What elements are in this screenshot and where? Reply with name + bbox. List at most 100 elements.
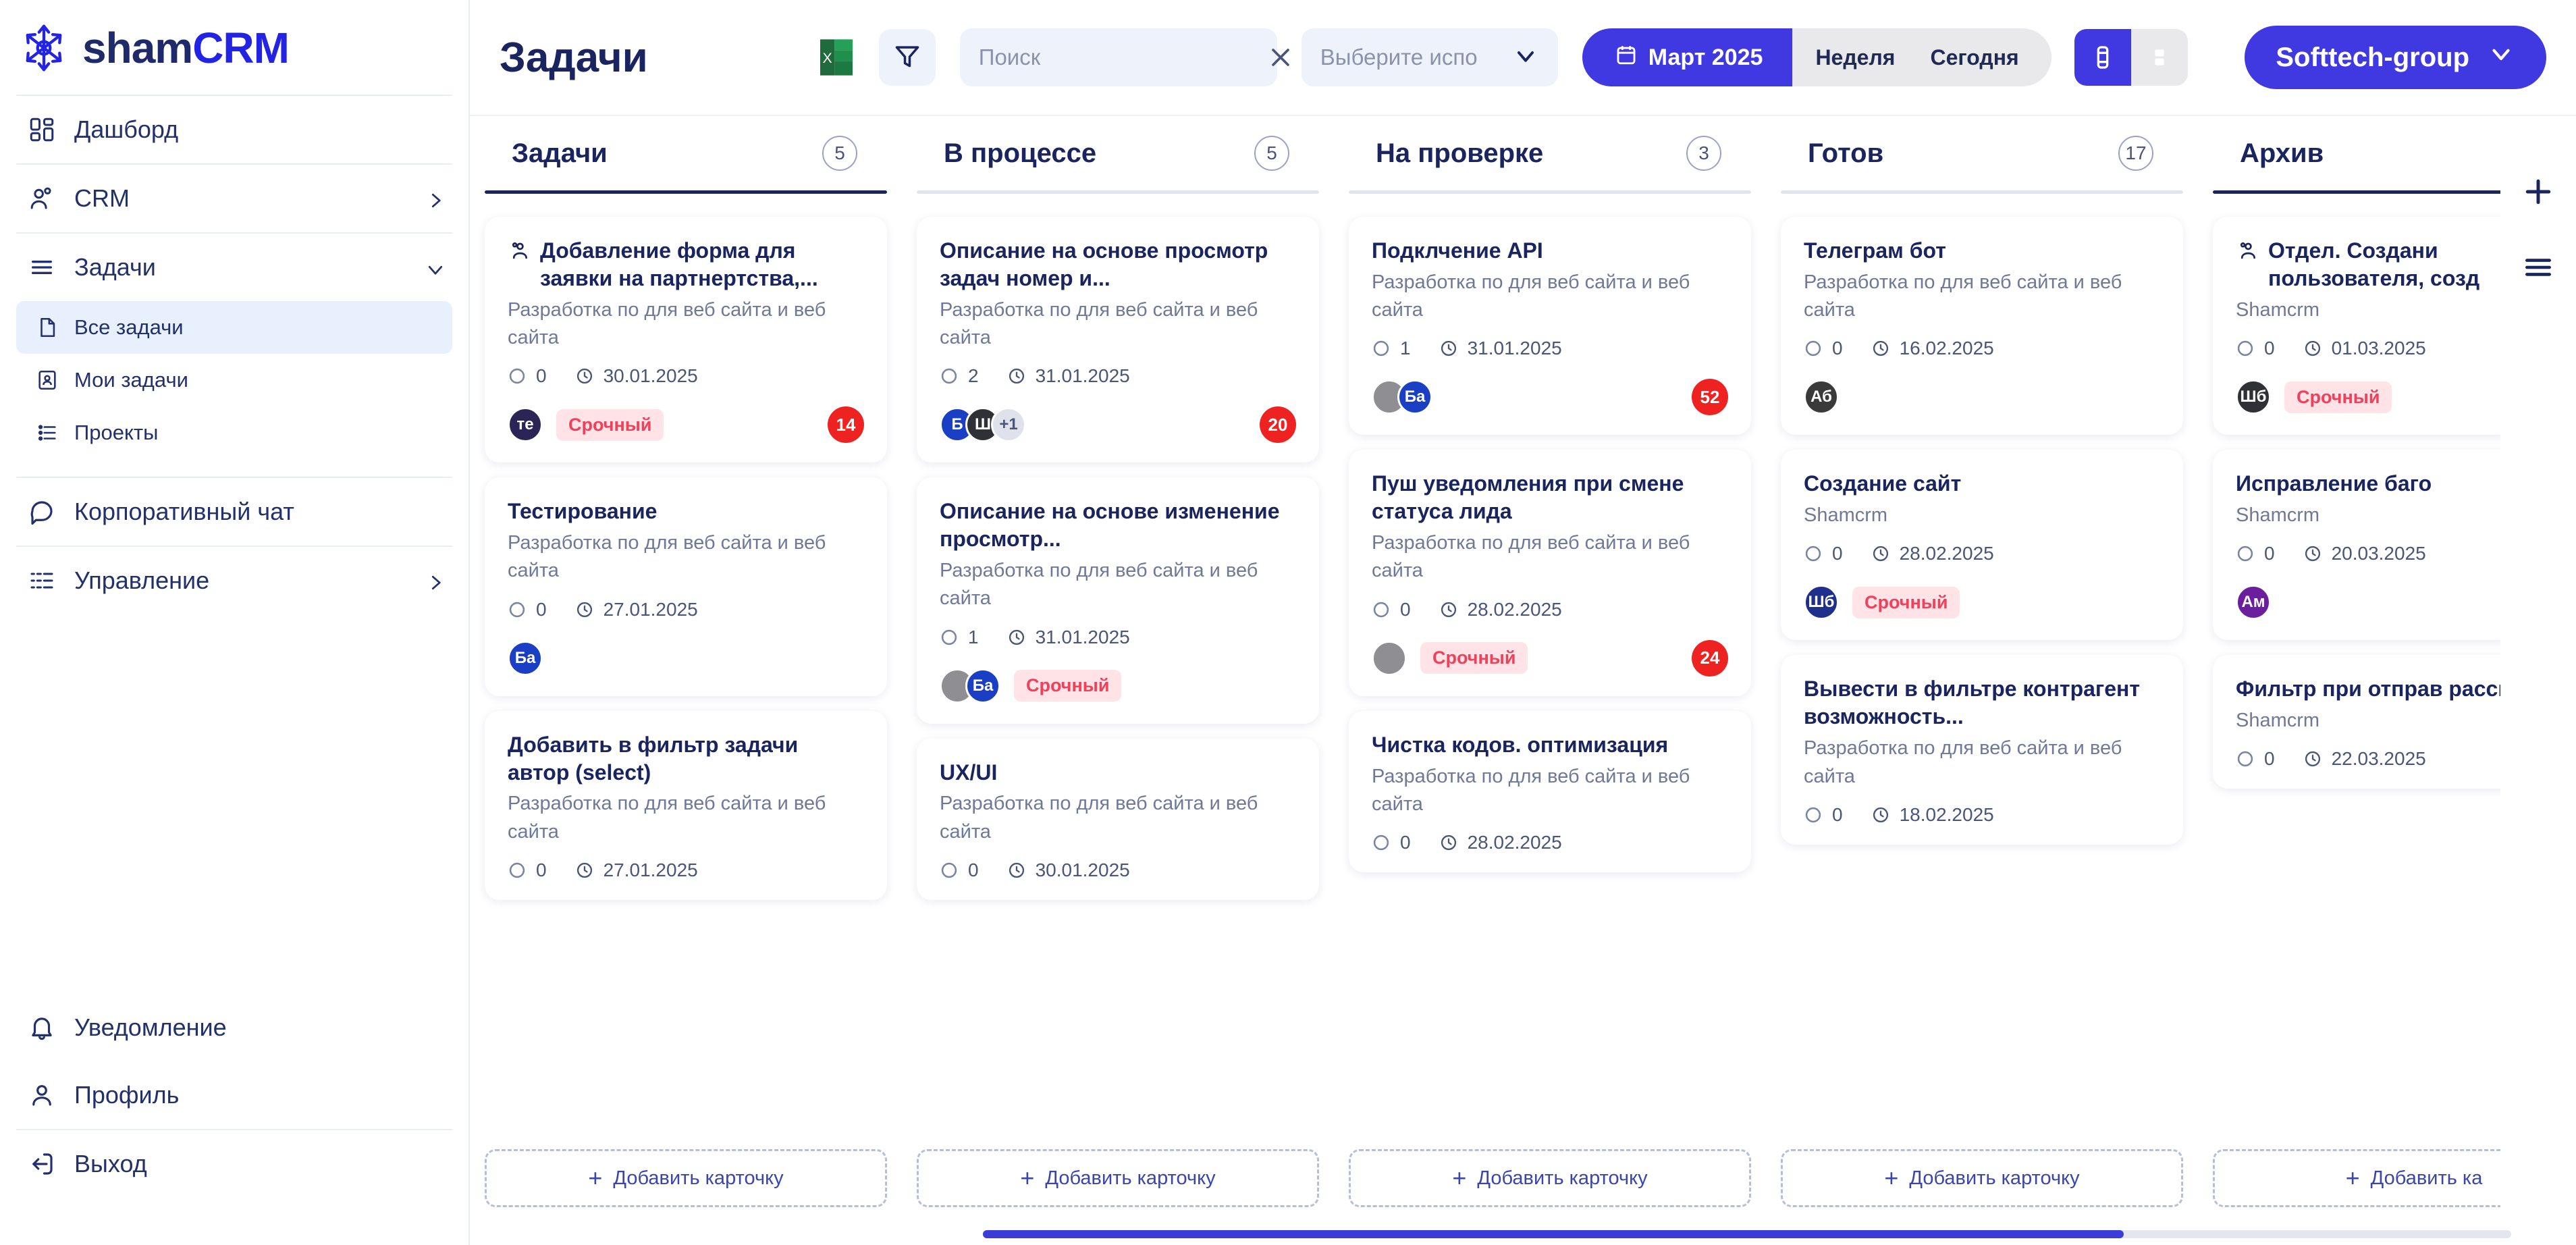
task-card[interactable]: Отдел. Создани пользователя, созд Shamcrm… [2213,217,2500,435]
kanban-column: На проверке 3 Подклчение API Разработка по … [1334,116,1766,1227]
sidebar-item-projects[interactable]: Проекты [16,406,452,459]
add-card-button[interactable]: + Добавить карточку [1781,1149,2183,1207]
column-header[interactable]: На проверке 3 [1349,116,1751,190]
task-card-meta: 0 20.03.2025 [2236,543,2500,564]
avatar[interactable]: +1 [991,407,1026,443]
task-card[interactable]: Фильтр при отправ рассылки Shamcrm 0 22.03.… [2213,655,2500,789]
period-month-label: Март 2025 [1648,44,1763,70]
period-today-button[interactable]: Сегодня [1930,45,2019,70]
add-card-button[interactable]: + Добавить карточку [917,1149,1319,1207]
excel-export-icon[interactable]: X [814,35,859,80]
assignee-avatars: Шб [1804,585,1839,620]
add-card-button[interactable]: + Добавить карточку [1349,1149,1751,1207]
avatar[interactable]: Шб [1804,585,1839,620]
list-view-icon[interactable] [2130,29,2188,86]
assignee-avatars [1372,640,1407,676]
sidebar-item-logout[interactable]: Выход [0,1130,468,1198]
task-card[interactable]: Телеграм бот Разработка по для веб сайта … [1781,217,2183,435]
chat-bubble-icon [27,497,57,527]
horizontal-scrollbar[interactable] [470,1227,2576,1245]
due-date: 28.02.2025 [1871,543,1994,564]
task-card[interactable]: Описание на основе изменение просмотр...… [917,477,1319,724]
period-week-button[interactable]: Неделя [1815,45,1896,70]
task-card-meta: 1 31.01.2025 [1372,338,1728,359]
comment-count-value: 0 [1400,598,1411,620]
task-card[interactable]: Пуш уведомления при смене статуса лида Ра… [1349,450,1751,696]
brand-name-second: CRM [192,24,290,72]
search-input[interactable] [978,45,1266,70]
task-card[interactable]: Подклчение API Разработка по для веб сайт… [1349,217,1751,435]
sidebar-item-corporate-chat[interactable]: Корпоративный чат [0,478,468,546]
task-card[interactable]: UX/UI Разработка по для веб сайта и веб с… [917,738,1319,900]
scrollbar-thumb[interactable] [983,1230,2124,1238]
organization-selector[interactable]: Softtech-group [2245,26,2546,89]
comment-count: 0 [2236,338,2275,359]
avatar[interactable]: те [508,407,543,443]
due-date-value: 18.02.2025 [1899,803,1994,825]
sidebar-item-my-tasks[interactable]: Мои задачи [16,354,452,406]
add-column-button[interactable] [2517,170,2560,213]
sidebar-item-dashboard[interactable]: Дашборд [0,96,468,163]
task-card[interactable]: Тестирование Разработка по для веб сайта … [485,477,887,696]
avatar[interactable]: Шб [2236,379,2271,415]
avatar[interactable]: Ба [965,668,1000,704]
comment-count: 0 [1372,832,1411,853]
column-header[interactable]: В процессе 5 [917,116,1319,190]
task-card[interactable]: Создание сайт Shamcrm 0 28.02.2025 Шб Срочный [1781,450,2183,641]
comment-icon [940,628,959,647]
add-card-button[interactable]: + Добавить ка [2213,1149,2500,1207]
board-menu-button[interactable] [2517,246,2560,289]
filter-button[interactable] [878,29,936,86]
task-card[interactable]: Вывести в фильтре контрагент возможность… [1781,655,2183,845]
assignee-select[interactable]: Выберите испо [1301,28,1558,86]
clock-icon [1439,833,1458,852]
avatar[interactable]: Ба [1397,379,1432,415]
avatar[interactable] [1372,640,1407,676]
add-card-label: Добавить карточку [1909,1167,2080,1189]
sidebar-item-management[interactable]: Управление [0,547,468,614]
comment-count-value: 0 [2264,338,2275,359]
status-badge: Срочный [1014,670,1122,701]
due-date: 20.03.2025 [2303,543,2426,564]
task-title-text: Исправление баго [2236,471,2432,496]
sidebar-item-crm[interactable]: CRM [0,165,468,232]
comment-icon [508,861,527,880]
search-box[interactable] [959,28,1289,86]
task-card[interactable]: Исправление баго Shamcrm 0 20.03.2025 Ам [2213,450,2500,641]
avatar[interactable]: Аб [1804,379,1839,415]
comment-icon [2236,544,2255,563]
avatar[interactable]: Ба [508,640,543,676]
board-view-icon[interactable] [2074,29,2131,86]
task-card-description: Разработка по для веб сайта и веб сайта [1372,765,1690,815]
sidebar-item-tasks[interactable]: Задачи [0,234,468,301]
due-date-value: 20.03.2025 [2331,543,2426,564]
task-card-footer: Б Ш +1 20 [940,406,1296,444]
task-card[interactable]: Добавление форма для заявки на партнертс… [485,217,887,463]
due-date-value: 31.01.2025 [1035,365,1130,387]
due-date: 27.01.2025 [575,859,698,881]
comment-count-value: 0 [2264,748,2275,770]
chevron-right-icon [425,571,446,591]
avatar[interactable]: Ам [2236,585,2271,620]
brand-logo-area[interactable]: shamCRM [0,0,468,95]
assignee-avatars: те [508,407,543,443]
sidebar-item-all-tasks[interactable]: Все задачи [16,301,452,354]
add-card-button[interactable]: + Добавить карточку [485,1149,887,1207]
task-card[interactable]: Чистка кодов. оптимизация Разработка по д… [1349,710,1751,872]
sidebar-item-notifications[interactable]: Уведомление [0,994,468,1061]
column-header[interactable]: Готов 17 [1781,116,2183,190]
close-x-icon[interactable] [1266,43,1295,72]
task-card-description: Разработка по для веб сайта и веб сайта [508,532,826,582]
task-card[interactable]: Добавить в фильтр задачи автор (select) Р… [485,710,887,900]
period-month-button[interactable]: Март 2025 [1582,28,1793,86]
task-card-meta: 0 28.02.2025 [1804,543,2160,564]
column-body: Описание на основе просмотр задач номер … [902,194,1334,1227]
task-card[interactable]: Описание на основе просмотр задач номер … [917,217,1319,463]
column-header[interactable]: Архив [2213,116,2500,190]
kanban-column: Задачи 5 Добавление форма для заявки на па… [470,116,902,1227]
column-header[interactable]: Задачи 5 [485,116,887,190]
add-card-label: Добавить ка [2370,1167,2483,1189]
sidebar-item-profile[interactable]: Профиль [0,1061,468,1129]
assignee-avatars: Б Ш +1 [940,407,1026,443]
comment-count-value: 0 [1832,543,1843,564]
